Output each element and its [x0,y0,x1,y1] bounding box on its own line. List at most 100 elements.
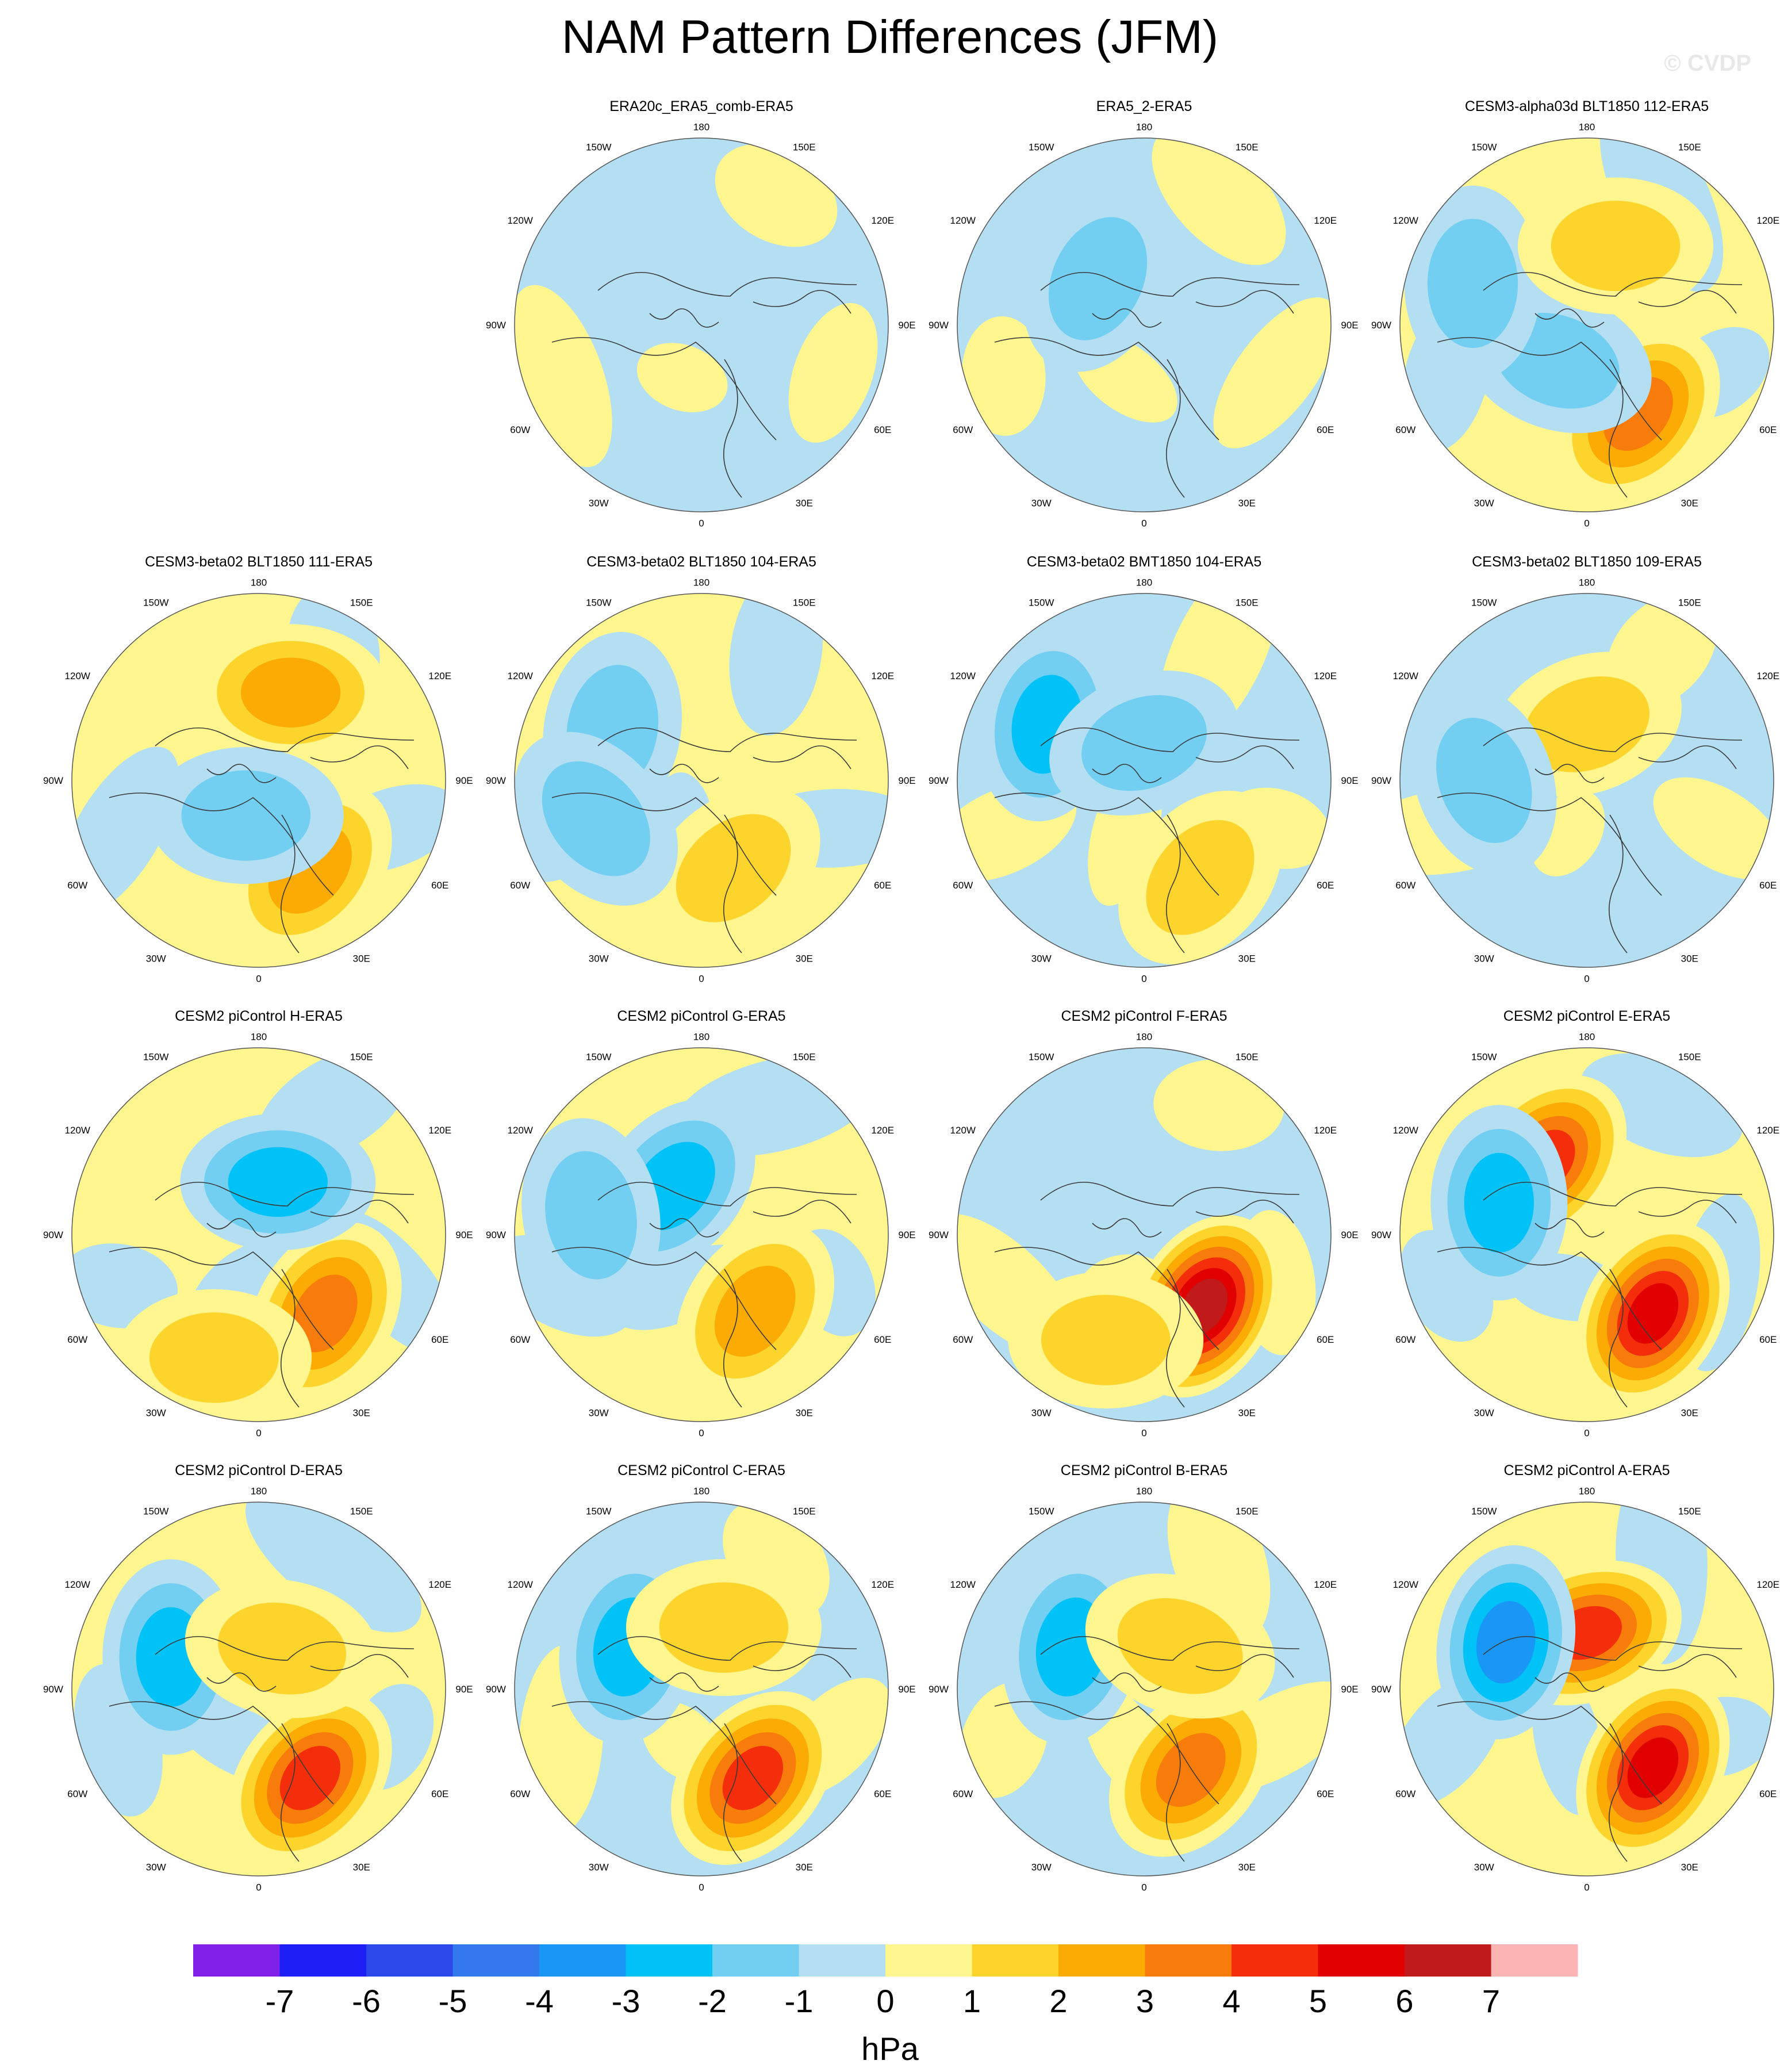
map-panel: CESM3-beta02 BMT1850 104-ERA5 180 150E 120E… [923,553,1365,1008]
longitude-label: 180 [1136,122,1152,133]
longitude-label: 180 [693,1486,709,1497]
longitude-label: 120W [65,1125,90,1136]
map-boundary [1399,1047,1774,1422]
coastline [1195,290,1294,314]
map-boundary [514,1047,889,1422]
longitude-label: 0 [699,974,704,985]
longitude-label: 150W [1471,1051,1497,1062]
longitude-label: 150E [350,597,373,608]
longitude-label: 150W [586,141,611,152]
longitude-label: 60E [1317,880,1334,891]
colorbar-swatch [193,1944,280,1977]
map-boundary [514,593,889,968]
coastline [649,1672,719,1692]
anomaly-contour [1627,1737,1679,1798]
longitude-label: 120W [950,1579,976,1590]
coastline [1638,290,1737,314]
coastline [723,1269,742,1408]
longitude-label: 180 [251,1032,267,1043]
longitude-label: 30W [1031,1862,1052,1873]
longitude-label: 30W [146,1408,166,1419]
colorbar-swatch [1145,1944,1232,1977]
longitude-label: 90W [1371,320,1391,331]
longitude-label: 30E [1681,1862,1698,1873]
map-panel: CESM2 piControl B-ERA5 180 150E 120E 90E 60E 3… [923,1462,1365,1916]
longitude-label: 120W [65,671,90,681]
longitude-label: 60W [510,424,530,435]
longitude-label: 60E [431,1334,448,1345]
anomaly-patch [636,343,728,412]
coastline [310,1654,409,1678]
colorbar-tick-label: 6 [1395,1983,1413,2019]
longitude-label: 90E [898,320,915,331]
anomaly-patch [961,316,1046,436]
colorbar-tick-label: 5 [1309,1983,1327,2019]
coastline [649,764,719,783]
longitude-label: 30E [796,1862,813,1873]
longitude-label: 150E [350,1051,373,1062]
anomaly-contour [218,1602,347,1695]
longitude-label: 30E [796,498,813,509]
panel-title: CESM2 piControl A-ERA5 [1503,1462,1670,1479]
coastline [1483,272,1743,297]
longitude-label: 30W [1031,953,1052,964]
coastline [597,1182,857,1207]
longitude-label: 150E [1236,1051,1259,1062]
map-panel: CESM3-alpha03d BLT1850 112-ERA5 180 150E 12… [1365,98,1780,552]
coastline [649,308,719,328]
longitude-label: 30E [796,1408,813,1419]
coastline [649,1218,719,1238]
longitude-label: 60E [431,880,448,891]
longitude-label: 0 [1584,1882,1589,1893]
longitude-label: 90W [486,320,506,331]
coastline [597,1636,857,1661]
longitude-label: 0 [1584,974,1589,985]
coastline [1092,1218,1162,1238]
longitude-label: 150W [143,597,168,608]
longitude-label: 120W [508,215,533,226]
longitude-label: 30E [1238,1408,1256,1419]
anomaly-contour [1551,200,1681,292]
coastline [597,272,857,297]
anomaly-contour [1041,1294,1171,1385]
colorbar-tick-label: -6 [352,1983,381,2019]
coastline [551,1701,777,1805]
anomaly-contour [542,761,650,876]
coastline [1437,1701,1662,1805]
longitude-label: 120W [950,1125,976,1136]
longitude-label: 60E [1759,1334,1777,1345]
anomaly-contour [1146,820,1255,935]
anomaly-patch [1653,777,1774,880]
coastline [206,1672,277,1692]
anomaly-contour [240,657,341,727]
map-panel: ERA20c_ERA5_comb-ERA5 180 150E 120E 90E 60E 30… [480,98,923,552]
longitude-label: 180 [1579,122,1595,133]
map-panel: CESM2 piControl G-ERA5 180 150E 120E 90E 60E 3… [480,1008,923,1462]
coastline [206,764,277,783]
anomaly-patch [72,1243,178,1328]
longitude-label: 150W [586,1051,611,1062]
panel-title: CESM3-beta02 BLT1850 104-ERA5 [586,554,816,570]
longitude-label: 120E [1314,215,1337,226]
longitude-label: 180 [1136,1486,1152,1497]
longitude-label: 60W [953,880,973,891]
longitude-label: 0 [1141,518,1146,529]
colorbar-swatch [799,1944,886,1977]
anomaly-contour [659,1582,789,1673]
anomaly-patch [788,302,878,443]
coastline [1609,814,1628,953]
longitude-label: 150W [586,597,611,608]
longitude-label: 90E [1341,775,1358,786]
anomaly-patch [1153,1059,1284,1151]
map-boundary [514,137,889,512]
longitude-label: 90W [929,320,949,331]
map-boundary [957,593,1332,968]
coastline [1638,745,1737,769]
anomaly-contour [714,1266,796,1357]
map-panel: CESM2 piControl E-ERA5180150E120E90E60E3… [1365,1008,1780,1462]
longitude-label: 120E [1314,671,1337,681]
longitude-label: 150W [143,1506,168,1516]
